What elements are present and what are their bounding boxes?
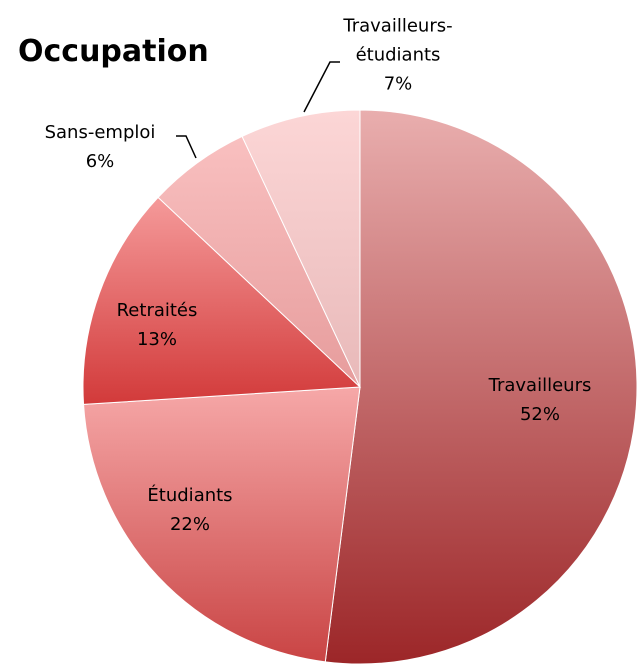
- slice-label: Étudiants 22%: [110, 481, 270, 539]
- value-label: 6%: [85, 151, 115, 172]
- value-label: 7%: [383, 73, 413, 95]
- leader-line: [176, 135, 197, 159]
- pie-slice: [82, 196, 362, 405]
- category-label: Sans-emploi: [44, 122, 156, 143]
- value-label: 52%: [519, 404, 560, 425]
- value-label: 22%: [169, 514, 210, 535]
- leader-line: [303, 61, 340, 113]
- pie-slice: [83, 386, 361, 663]
- category-label: Travailleurs: [488, 375, 592, 396]
- slice-label: Sans-emploi 6%: [20, 118, 180, 176]
- category-label: Étudiants: [147, 485, 233, 506]
- slice-label: Travailleurs 52%: [460, 371, 620, 429]
- category-label: Travailleurs-étudiants: [343, 15, 453, 66]
- slice-label: Travailleurs-étudiants 7%: [333, 12, 463, 99]
- slice-label: Retraités 13%: [77, 296, 237, 354]
- pie-slice: [241, 109, 361, 388]
- pie-slice: [324, 109, 638, 665]
- category-label: Retraités: [116, 300, 198, 321]
- chart-title: Occupation: [18, 34, 209, 69]
- value-label: 13%: [136, 329, 177, 350]
